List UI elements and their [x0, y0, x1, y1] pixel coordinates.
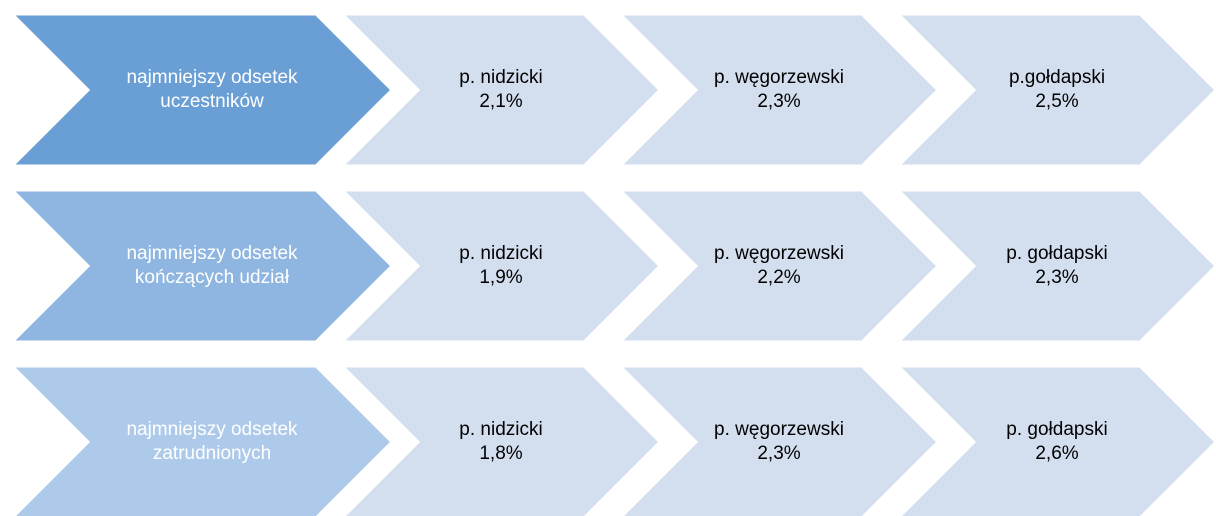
item-value: 2,1%: [479, 91, 522, 112]
header-chevron: [8, 188, 395, 344]
header-label: najmniejszy odsetek: [126, 67, 298, 88]
item-value: 1,9%: [479, 267, 522, 288]
header-label: najmniejszy odsetek: [126, 419, 298, 440]
item-chevron: [616, 188, 941, 344]
item-name: p. nidzicki: [459, 67, 542, 88]
item-name: p.gołdapski: [1009, 67, 1105, 88]
item-name: p. gołdapski: [1006, 419, 1107, 440]
item-name: p. nidzicki: [459, 243, 542, 264]
item-chevron: [616, 12, 941, 168]
item-chevron: [894, 364, 1216, 516]
item-value: 2,3%: [1035, 267, 1078, 288]
item-name: p. węgorzewski: [714, 243, 844, 264]
header-label: zatrudnionych: [153, 443, 271, 464]
item-value: 2,5%: [1035, 91, 1078, 112]
item-value: 2,2%: [757, 267, 800, 288]
item-name: p. węgorzewski: [714, 67, 844, 88]
item-chevron: [894, 188, 1216, 344]
item-chevron: [894, 12, 1216, 168]
header-chevron: [8, 364, 395, 516]
item-chevron: [338, 188, 663, 344]
item-value: 2,3%: [757, 443, 800, 464]
header-chevron: [8, 12, 395, 168]
header-label: kończących udział: [135, 267, 290, 288]
item-name: p. węgorzewski: [714, 419, 844, 440]
header-label: uczestników: [160, 91, 264, 112]
item-value: 2,6%: [1035, 443, 1078, 464]
header-label: najmniejszy odsetek: [126, 243, 298, 264]
item-chevron: [338, 12, 663, 168]
item-value: 1,8%: [479, 443, 522, 464]
item-value: 2,3%: [757, 91, 800, 112]
item-chevron: [338, 364, 663, 516]
item-chevron: [616, 364, 941, 516]
item-name: p. nidzicki: [459, 419, 542, 440]
item-name: p. gołdapski: [1006, 243, 1107, 264]
